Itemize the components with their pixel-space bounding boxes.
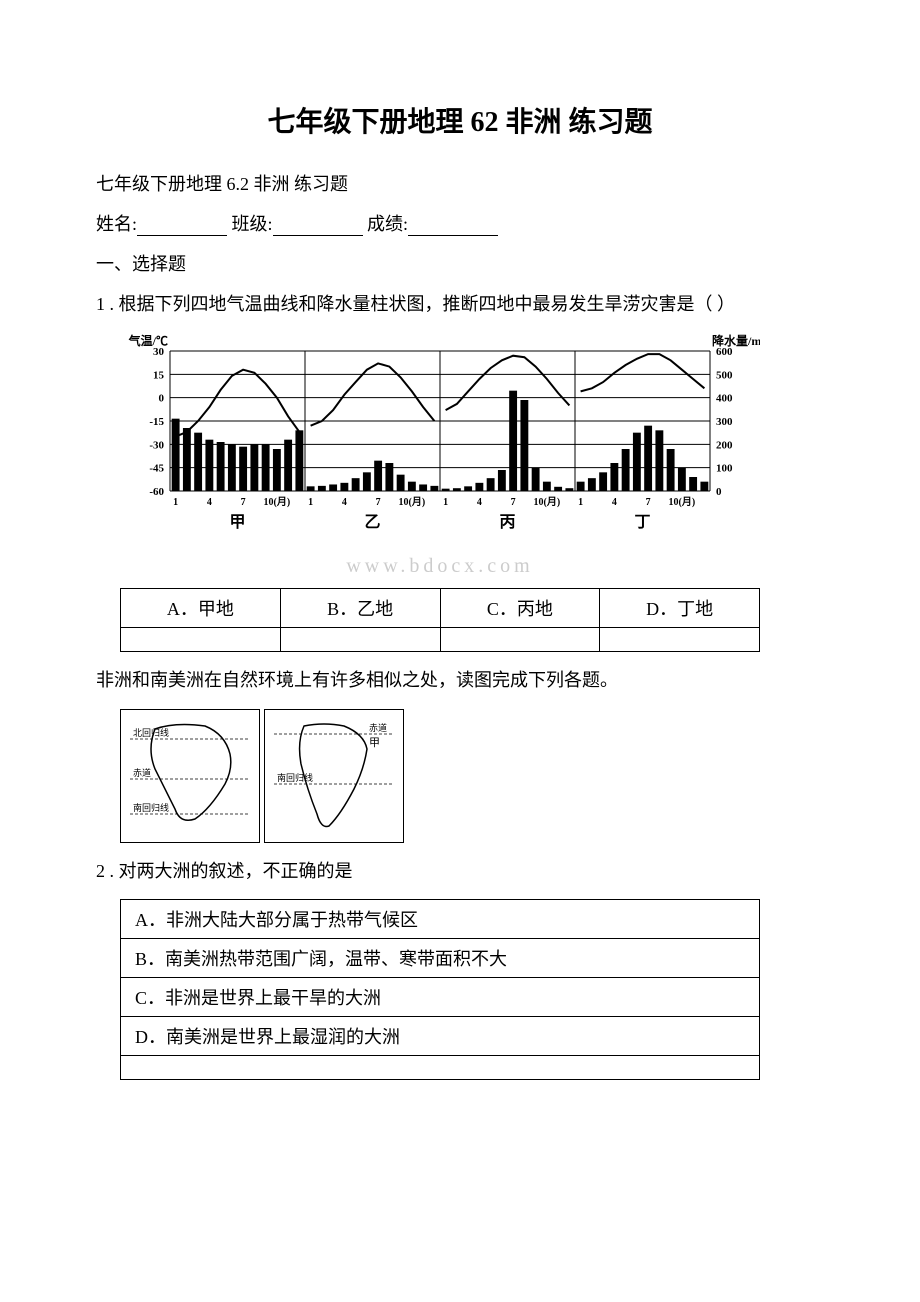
- svg-text:10(月): 10(月): [669, 496, 696, 508]
- svg-text:4: 4: [342, 497, 347, 508]
- svg-text:600: 600: [716, 346, 733, 358]
- svg-text:200: 200: [716, 439, 733, 451]
- q1-blank-a: [121, 627, 281, 651]
- svg-text:-15: -15: [149, 416, 164, 428]
- sa-tropic-s-label: 南回归线: [277, 772, 313, 783]
- name-label: 姓名:: [96, 214, 137, 234]
- q2-option-d[interactable]: D．南美洲是世界上最湿润的大洲: [121, 1017, 760, 1056]
- section-header: 一、选择题: [60, 250, 860, 276]
- africa-tropic-n-label: 北回归线: [133, 727, 169, 738]
- svg-text:10(月): 10(月): [534, 496, 561, 508]
- svg-text:丁: 丁: [634, 514, 650, 531]
- climate-chart-svg: 气温/℃降水量/mm30150-15-30-45-606005004003002…: [120, 333, 760, 563]
- svg-text:乙: 乙: [364, 514, 380, 531]
- africa-equator-label: 赤道: [133, 767, 151, 778]
- svg-text:300: 300: [716, 416, 733, 428]
- svg-text:1: 1: [308, 497, 313, 508]
- svg-text:-45: -45: [149, 462, 164, 474]
- question-1-text: 1 . 根据下列四地气温曲线和降水量柱状图，推断四地中最易发生旱涝灾害是（ ）: [60, 290, 860, 319]
- svg-text:100: 100: [716, 462, 733, 474]
- svg-text:4: 4: [612, 497, 617, 508]
- climate-chart: 气温/℃降水量/mm30150-15-30-45-606005004003002…: [120, 333, 760, 578]
- q1-option-d[interactable]: D．丁地: [600, 588, 760, 627]
- page-title: 七年级下册地理 62 非洲 练习题: [60, 100, 860, 140]
- q1-option-b[interactable]: B．乙地: [280, 588, 440, 627]
- svg-text:7: 7: [646, 497, 651, 508]
- continent-maps: 北回归线 赤道 南回归线 赤道 甲 南回归线: [120, 709, 860, 843]
- class-blank[interactable]: [273, 218, 363, 236]
- svg-text:7: 7: [241, 497, 246, 508]
- q1-blank-c: [440, 627, 600, 651]
- intermediate-text: 非洲和南美洲在自然环境上有许多相似之处，读图完成下列各题。: [60, 666, 860, 695]
- q1-option-c[interactable]: C．丙地: [440, 588, 600, 627]
- svg-text:1: 1: [443, 497, 448, 508]
- svg-text:10(月): 10(月): [264, 496, 291, 508]
- svg-text:1: 1: [578, 497, 583, 508]
- watermark: www.bdocx.com: [120, 555, 760, 578]
- africa-tropic-s-label: 南回归线: [133, 802, 169, 813]
- question-1-options: A．甲地 B．乙地 C．丙地 D．丁地: [120, 588, 760, 652]
- svg-text:0: 0: [716, 486, 722, 498]
- svg-text:-30: -30: [149, 439, 164, 451]
- score-label: 成绩:: [367, 214, 408, 234]
- sa-marker-label: 甲: [369, 737, 380, 749]
- sa-equator-label: 赤道: [369, 722, 387, 733]
- q1-option-a[interactable]: A．甲地: [121, 588, 281, 627]
- question-2-text: 2 . 对两大洲的叙述，不正确的是: [60, 857, 860, 886]
- svg-text:-60: -60: [149, 486, 164, 498]
- q1-blank-b: [280, 627, 440, 651]
- svg-text:4: 4: [207, 497, 212, 508]
- subtitle: 七年级下册地理 6.2 非洲 练习题: [60, 170, 860, 196]
- score-blank[interactable]: [408, 218, 498, 236]
- q2-option-a[interactable]: A．非洲大陆大部分属于热带气候区: [121, 900, 760, 939]
- q2-option-b[interactable]: B．南美洲热带范围广阔，温带、寒带面积不大: [121, 939, 760, 978]
- svg-text:7: 7: [376, 497, 381, 508]
- svg-text:400: 400: [716, 392, 733, 404]
- class-label: 班级:: [232, 214, 273, 234]
- svg-text:丙: 丙: [499, 513, 515, 531]
- svg-text:30: 30: [153, 346, 165, 358]
- africa-map: 北回归线 赤道 南回归线: [120, 709, 260, 843]
- svg-text:4: 4: [477, 497, 482, 508]
- svg-text:500: 500: [716, 369, 733, 381]
- form-line: 姓名: 班级: 成绩:: [60, 210, 860, 236]
- svg-text:15: 15: [153, 369, 165, 381]
- svg-text:0: 0: [159, 392, 165, 404]
- south-america-map: 赤道 甲 南回归线: [264, 709, 404, 843]
- svg-text:甲: 甲: [229, 513, 245, 531]
- q2-option-c[interactable]: C．非洲是世界上最干旱的大洲: [121, 978, 760, 1017]
- svg-text:1: 1: [173, 497, 178, 508]
- svg-text:10(月): 10(月): [399, 496, 426, 508]
- name-blank[interactable]: [137, 218, 227, 236]
- svg-text:7: 7: [511, 497, 516, 508]
- question-2-options: A．非洲大陆大部分属于热带气候区 B．南美洲热带范围广阔，温带、寒带面积不大 C…: [120, 899, 760, 1080]
- q1-blank-d: [600, 627, 760, 651]
- q2-blank: [121, 1056, 760, 1080]
